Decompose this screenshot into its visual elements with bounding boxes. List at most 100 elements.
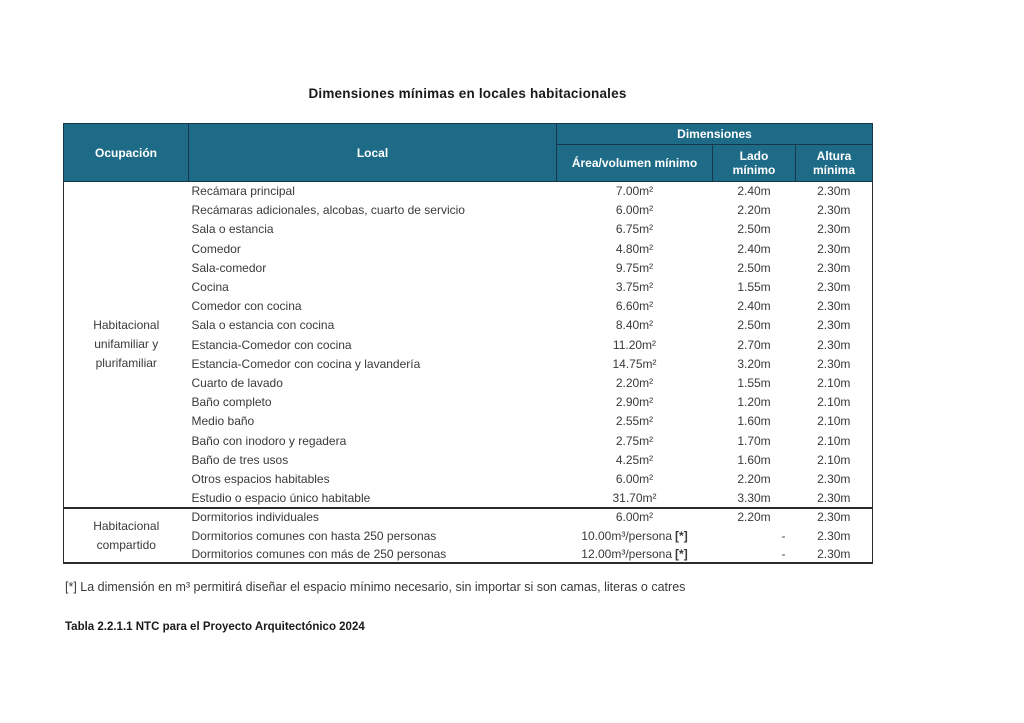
altura-minima-cell: 2.30m [817,471,851,486]
area-volumen-cell: 10.00m³/persona [*] [557,526,713,545]
table-row: Cuarto de lavado 2.20m² 1.55m 2.10m [64,373,873,392]
altura-minima-cell: 2.30m [817,337,851,352]
area-value: 10.00m³/persona [581,528,673,543]
area-value: 6.00m² [615,471,654,486]
lado-minimo-cell: 2.40m [737,184,771,199]
area-volumen-cell: 2.90m² [557,393,713,412]
table-row: Habitacional compartido Dormitorios indiv… [63,506,873,564]
local-cell: Comedor con cocina [191,299,302,314]
table-row: Baño de tres usos 4.25m² 1.60m 2.10m [64,450,873,469]
table-body: Habitacional unifamiliar y plurifamiliar… [63,182,873,564]
table-row: Sala o estancia con cocina 8.40m² 2.50m 2.3… [64,316,873,335]
area-value: 31.70m² [612,490,657,505]
table-caption: Tabla 2.2.1.1 NTC para el Proyecto Arqui… [65,621,365,633]
header-local: Local [188,123,557,182]
table-row: Sala-comedor 9.75m² 2.50m 2.30m [64,258,873,277]
altura-minima-cell: 2.30m [817,318,851,333]
area-value: 6.75m² [615,222,654,237]
lado-minimo-cell: 1.60m [737,414,771,429]
header-altura-minima: Altura mínima [794,144,874,182]
altura-minima-cell: 2.30m [817,203,851,218]
altura-minima-cell: 2.10m [817,414,851,429]
altura-minima-cell: 2.10m [817,433,851,448]
area-volumen-cell: 2.75m² [557,431,713,450]
local-cell: Medio baño [191,414,255,429]
area-value: 11.20m² [612,337,657,352]
dimensions-table: Ocupación Local Dimensiones Área/volumen… [63,123,874,565]
area-volumen-cell: 6.00m² [557,201,713,220]
footnote: [*] La dimensión en m³ permitirá diseñar… [65,580,686,594]
lado-minimo-cell: 2.20m [737,471,771,486]
local-cell: Dormitorios comunes con hasta 250 person… [191,528,437,543]
area-value: 7.00m² [615,184,654,199]
altura-minima-cell: 2.30m [817,222,851,237]
altura-minima-cell: 2.30m [817,490,851,505]
lado-minimo-cell: 2.50m [737,260,771,275]
table-row: Comedor 4.80m² 2.40m 2.30m [64,239,873,258]
area-value: 14.75m² [612,356,657,371]
table-row: Recámaras adicionales, alcobas, cuarto d… [64,201,873,220]
lado-minimo-cell: 1.20m [737,395,771,410]
area-volumen-cell: 3.75m² [557,277,713,296]
area-volumen-cell: 2.20m² [557,373,713,392]
lado-minimo-cell: 2.20m [737,203,771,218]
local-cell: Baño completo [191,395,272,410]
area-value: 2.90m² [615,395,654,410]
header-row-sub: Área/volumen mínimo Lado mínimo Altura m… [64,144,874,182]
table-row: Baño completo 2.90m² 1.20m 2.10m [64,393,873,412]
area-volumen-cell: 9.75m² [557,258,713,277]
area-volumen-cell: 6.60m² [557,297,713,316]
area-volumen-cell: 11.20m² [557,335,713,354]
area-value: 6.00m² [615,203,654,218]
table-row: Habitacional unifamiliar y plurifamiliar… [64,182,873,369]
local-cell: Recámaras adicionales, alcobas, cuarto d… [191,203,465,218]
lado-minimo-cell: - [781,528,786,543]
altura-minima-cell: 2.30m [795,506,873,527]
altura-minima-cell: 2.30m [817,280,851,295]
lado-minimo-cell: 3.30m [737,490,771,505]
altura-minima-cell: 2.10m [817,452,851,467]
area-volumen-cell: 6.75m² [557,220,713,239]
area-value: 2.55m² [615,414,654,429]
area-volumen-cell: 8.40m² [557,316,713,335]
lado-minimo-cell: 2.20m [712,506,796,527]
table-row: Comedor con cocina 6.60m² 2.40m 2.30m [64,297,873,316]
area-volumen-cell: 4.25m² [557,450,713,469]
altura-minima-cell: 2.30m [817,241,851,256]
local-cell: Sala o estancia con cocina [191,318,335,333]
table-row: Sala o estancia 6.75m² 2.50m 2.30m [64,220,873,239]
area-value: 4.25m² [615,452,654,467]
altura-minima-cell: 2.30m [817,356,851,371]
table-row: Dormitorios comunes con hasta 250 person… [64,526,873,545]
area-volumen-cell: 7.00m² [557,182,713,201]
lado-minimo-cell: 2.40m [737,299,771,314]
area-volumen-cell: 2.55m² [557,412,713,431]
header-row-top: Ocupación Local Dimensiones [63,123,874,182]
ocupacion-group-label: Habitacional unifamiliar y plurifamiliar [93,318,160,370]
table-row: Otros espacios habitables 6.00m² 2.20m 2.30… [64,469,873,488]
area-value: 8.40m² [615,318,654,333]
local-cell: Estancia-Comedor con cocina [191,337,352,352]
local-cell: Estudio o espacio único habitable [191,490,371,505]
table-header: Ocupación Local Dimensiones Área/volumen… [63,123,874,182]
lado-minimo-cell: 2.70m [737,337,771,352]
local-cell: Dormitorios individuales [188,506,557,527]
altura-minima-cell: 2.30m [817,546,851,561]
altura-minima-cell: 2.30m [817,299,851,314]
lado-minimo-cell: 2.50m [737,222,771,237]
table-row: Medio baño 2.55m² 1.60m 2.10m [64,412,873,431]
area-volumen-cell: 12.00m³/persona [*] [557,545,713,564]
area-volumen-cell: 6.00m² [557,469,713,488]
local-cell: Recámara principal [191,184,295,199]
area-value: 2.20m² [615,375,654,390]
local-cell: Dormitorios comunes con más de 250 perso… [191,546,447,561]
area-value: 4.80m² [615,241,654,256]
local-cell: Sala o estancia [191,222,274,237]
table-row: Dormitorios comunes con más de 250 perso… [64,545,873,564]
local-cell: Cuarto de lavado [191,375,283,390]
ocupacion-group-label: Habitacional compartido [63,506,189,564]
table-row: Baño con inodoro y regadera 2.75m² 1.70m 2.… [64,431,873,450]
footnote-marker: [*] [675,528,688,543]
local-cell: Sala-comedor [191,260,267,275]
altura-minima-cell: 2.10m [817,375,851,390]
